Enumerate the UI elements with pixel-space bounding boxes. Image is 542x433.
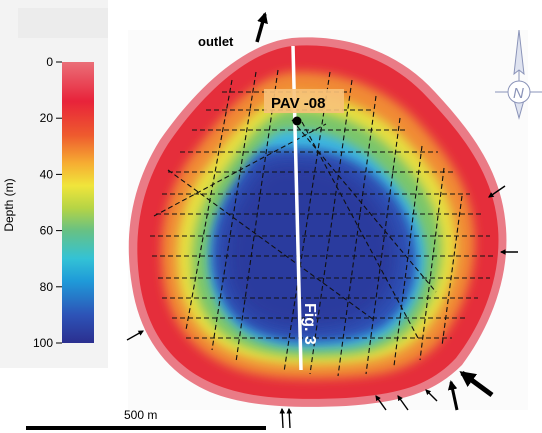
site-label: PAV -08 xyxy=(271,95,325,112)
colorbar-tick-label: 40 xyxy=(40,167,54,181)
profile-label: Fig. 3 xyxy=(301,303,318,345)
inflow-arrow-icon xyxy=(375,395,387,411)
survey-lines xyxy=(150,69,494,377)
inflow-arrow-icon xyxy=(279,407,286,429)
inflow-arrow-icon xyxy=(447,380,459,411)
inflow-arrow-icon xyxy=(425,389,438,402)
colorbar xyxy=(62,62,94,343)
colorbar-axis-label: Depth (m) xyxy=(2,178,16,231)
colorbar-ticks: 0 20 40 60 80 100 xyxy=(33,55,62,350)
north-arrow-letter: N xyxy=(513,85,524,102)
scalebar-label: 500 m xyxy=(124,408,157,422)
inflow-arrow-icon xyxy=(488,185,506,198)
inflow-arrow-icon xyxy=(286,407,293,429)
outlet-label: outlet xyxy=(198,34,234,49)
colorbar-tick-label: 80 xyxy=(40,280,54,294)
colorbar-tick-label: 60 xyxy=(40,224,54,238)
inflow-arrow-icon xyxy=(126,330,144,341)
inflow-arrows xyxy=(126,185,518,429)
inflow-arrow-icon xyxy=(397,395,409,411)
outlet-arrow-icon xyxy=(255,11,268,43)
colorbar-panel-header xyxy=(18,8,108,38)
colorbar-tick-label: 20 xyxy=(40,111,54,125)
colorbar-tick-label: 100 xyxy=(33,336,53,350)
site-label-background xyxy=(264,89,344,113)
inflow-arrow-icon xyxy=(459,370,494,398)
north-arrow-icon xyxy=(495,29,542,120)
site-marker xyxy=(292,116,302,126)
zone-deep xyxy=(224,160,398,330)
colorbar-tick-label: 0 xyxy=(46,55,53,69)
